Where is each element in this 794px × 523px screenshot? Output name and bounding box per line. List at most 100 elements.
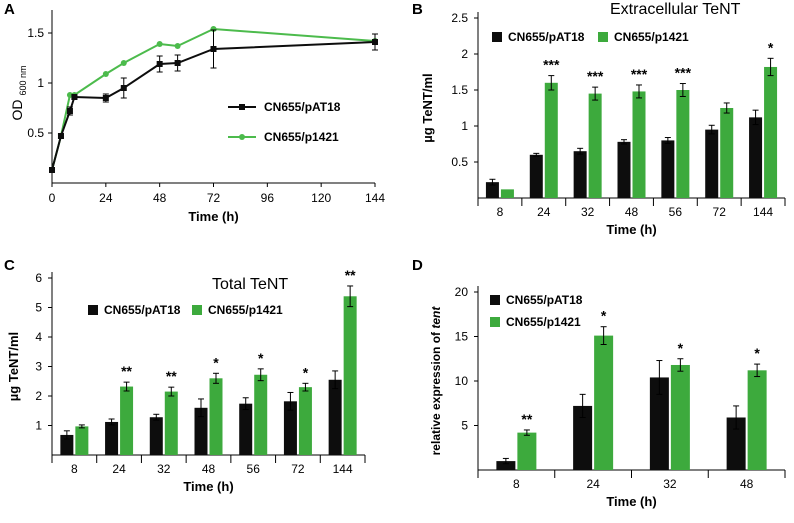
x-tick-label-b: 56 <box>669 205 683 219</box>
data-point-0 <box>66 108 73 114</box>
bar-0 <box>239 403 253 455</box>
bar-1 <box>500 189 514 198</box>
legend-marker-1 <box>239 134 245 140</box>
x-tick-label-d: 24 <box>586 477 600 491</box>
x-tick-label-b: 72 <box>713 205 727 219</box>
panel-letter-c: C <box>4 257 15 274</box>
bar-0 <box>485 182 499 198</box>
y-axis-label-text-d: relative expression of tent <box>429 306 443 456</box>
y-tick-label-a: 1.5 <box>27 26 44 40</box>
bar-0 <box>649 377 669 470</box>
bar-1 <box>75 426 89 455</box>
bar-0 <box>328 379 342 455</box>
y-tick-label-b: 1 <box>461 119 468 133</box>
y-tick-label-d: 5 <box>461 419 468 433</box>
x-tick-label-c: 56 <box>247 462 261 476</box>
y-axis-label-a: OD 600 nm <box>9 65 28 120</box>
legend-marker-0 <box>239 104 245 110</box>
x-tick-label-b: 48 <box>625 205 639 219</box>
legend-label-0: CN655/pAT18 <box>508 30 585 44</box>
y-tick-label-c: 1 <box>35 419 42 433</box>
panel-letter-b: B <box>412 1 423 18</box>
x-tick-label-a: 0 <box>49 191 56 205</box>
y-axis-label-main-a: OD <box>9 100 25 121</box>
legend-label-1: CN655/p1421 <box>506 315 581 329</box>
data-point-0 <box>71 94 78 100</box>
bar-1 <box>517 432 537 470</box>
legend-swatch-1 <box>598 32 608 42</box>
bar-0 <box>194 407 208 455</box>
bar-1 <box>594 335 614 470</box>
data-point-0 <box>120 85 127 91</box>
legend-label-0: CN655/pAT18 <box>506 293 583 307</box>
y-tick-label-c: 3 <box>35 360 42 374</box>
x-tick-label-c: 8 <box>71 462 78 476</box>
significance-label-d: * <box>601 308 607 324</box>
x-tick-label-a: 144 <box>365 191 385 205</box>
legend-label-0: CN655/pAT18 <box>104 303 181 317</box>
y-tick-label-a: 0.5 <box>27 126 44 140</box>
x-tick-label-d: 32 <box>663 477 677 491</box>
bar-0 <box>573 151 587 198</box>
significance-label-b: * <box>768 39 774 55</box>
y-tick-label-b: 2.5 <box>451 11 468 25</box>
bar-0 <box>149 417 163 455</box>
bar-0 <box>496 461 516 470</box>
y-tick-label-c: 2 <box>35 389 42 403</box>
bar-0 <box>726 417 746 470</box>
data-point-0 <box>372 39 378 45</box>
bar-1 <box>588 93 602 198</box>
bar-0 <box>60 434 74 455</box>
legend-label-1: CN655/p1421 <box>614 30 689 44</box>
x-tick-label-b: 32 <box>581 205 595 219</box>
significance-label-c: ** <box>345 267 356 283</box>
significance-label-b: *** <box>675 65 692 81</box>
series-line-1 <box>51 27 376 171</box>
legend-label-1: CN655/p1421 <box>264 130 339 144</box>
bar-1 <box>209 378 223 455</box>
y-tick-label-d: 20 <box>455 285 469 299</box>
x-tick-label-b: 144 <box>753 205 773 219</box>
y-axis-label-c: µg TeNT/ml <box>6 332 21 401</box>
legend-swatch-1 <box>192 305 202 315</box>
y-tick-label-c: 6 <box>35 271 42 285</box>
y-axis-label-italic-d: tent <box>429 306 443 329</box>
data-point-0 <box>210 46 217 52</box>
legend-label-1: CN655/p1421 <box>208 303 283 317</box>
significance-label-d: * <box>754 345 760 361</box>
significance-label-c: * <box>303 364 309 380</box>
series-line-0 <box>51 41 376 171</box>
significance-label-d: * <box>678 340 684 356</box>
x-tick-label-b: 24 <box>537 205 551 219</box>
bar-1 <box>254 374 268 455</box>
x-tick-label-a: 120 <box>311 191 331 205</box>
panel-letter-a: A <box>4 1 15 18</box>
y-axis-label-b: µg TeNT/ml <box>420 73 435 142</box>
significance-label-c: * <box>258 350 264 366</box>
bar-1 <box>544 82 558 198</box>
bar-1 <box>764 66 778 199</box>
x-tick-label-c: 144 <box>333 462 353 476</box>
y-tick-label-c: 4 <box>35 330 42 344</box>
bar-0 <box>661 140 675 198</box>
data-point-1 <box>174 43 181 49</box>
bar-1 <box>164 391 178 455</box>
y-tick-label-b: 1.5 <box>451 83 468 97</box>
bar-1 <box>343 296 357 455</box>
chart-title-b: Extracellular TeNT <box>610 1 741 18</box>
legend-swatch-0 <box>490 295 500 305</box>
significance-label-c: * <box>213 354 219 370</box>
bar-0 <box>105 421 119 455</box>
bar-0 <box>529 154 543 198</box>
x-axis-label-b: Time (h) <box>606 222 656 237</box>
bar-1 <box>676 90 690 198</box>
y-tick-label-b: 2 <box>461 47 468 61</box>
bar-1 <box>720 108 734 198</box>
x-tick-label-c: 24 <box>112 462 126 476</box>
y-tick-label-d: 15 <box>455 330 469 344</box>
x-tick-label-c: 48 <box>202 462 216 476</box>
y-tick-label-c: 5 <box>35 301 42 315</box>
panel-letter-d: D <box>412 257 423 274</box>
data-point-1 <box>120 60 127 66</box>
data-point-1 <box>156 41 163 47</box>
